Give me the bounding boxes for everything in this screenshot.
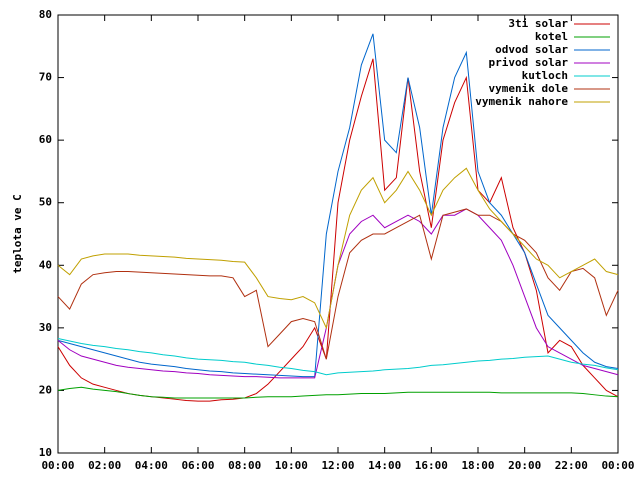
y-tick-label: 30	[39, 321, 52, 334]
series-line	[57, 208, 619, 360]
series-line	[57, 338, 619, 376]
x-tick-label: 02:00	[88, 459, 121, 472]
series-line	[57, 33, 619, 378]
legend-label: 3ti solar	[508, 17, 568, 30]
x-tick-label: 00:00	[41, 459, 74, 472]
series-line	[57, 208, 619, 379]
x-tick-label: 12:00	[321, 459, 354, 472]
legend-label: privod solar	[489, 56, 569, 69]
series-line	[57, 386, 619, 399]
x-tick-label: 20:00	[508, 459, 541, 472]
legend-label: odvod solar	[495, 43, 568, 56]
y-tick-label: 60	[39, 133, 52, 146]
series-line	[57, 167, 619, 330]
x-tick-label: 18:00	[461, 459, 494, 472]
x-tick-label: 00:00	[601, 459, 634, 472]
y-tick-label: 40	[39, 258, 52, 271]
y-axis-label: teplota ve C	[11, 194, 24, 273]
x-tick-label: 08:00	[228, 459, 261, 472]
x-tick-label: 16:00	[415, 459, 448, 472]
series-line	[57, 58, 619, 402]
x-tick-label: 10:00	[275, 459, 308, 472]
y-tick-label: 50	[39, 196, 52, 209]
x-tick-label: 06:00	[181, 459, 214, 472]
y-tick-label: 10	[39, 446, 52, 459]
legend-label: kutloch	[522, 69, 568, 82]
legend-label: vymenik nahore	[475, 95, 568, 108]
x-tick-label: 04:00	[135, 459, 168, 472]
y-tick-label: 20	[39, 383, 52, 396]
y-tick-label: 70	[39, 71, 52, 84]
x-tick-label: 14:00	[368, 459, 401, 472]
y-tick-label: 80	[39, 8, 52, 21]
legend-label: vymenik dole	[489, 82, 569, 95]
x-tick-label: 22:00	[555, 459, 588, 472]
legend-label: kotel	[535, 30, 568, 43]
